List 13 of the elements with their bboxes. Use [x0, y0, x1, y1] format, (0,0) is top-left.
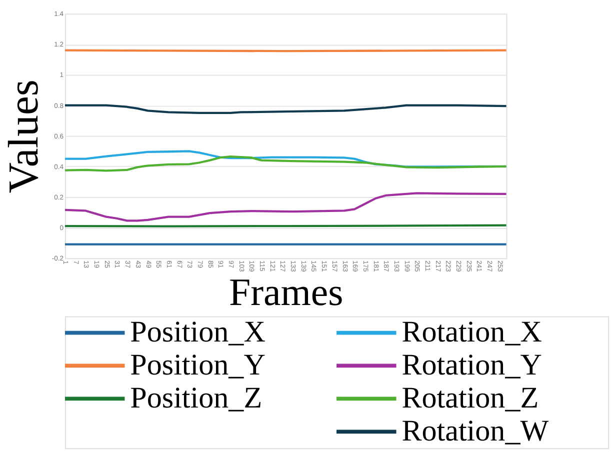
legend-label: Rotation_Y — [402, 347, 542, 382]
line-series — [64, 192, 508, 222]
legend-label: Rotation_Z — [402, 380, 539, 414]
legend-label: Position_X — [130, 314, 266, 348]
x-axis-title: Frames — [229, 270, 344, 314]
line-series — [64, 155, 508, 172]
line-series — [64, 150, 508, 168]
legend-label: Position_Y — [130, 347, 266, 382]
legend-label: Rotation_W — [402, 413, 550, 448]
legend-label: Position_Z — [130, 380, 262, 414]
y-axis-title: Values — [0, 80, 48, 194]
legend-label: Rotation_X — [402, 314, 542, 348]
line-series — [64, 104, 508, 114]
